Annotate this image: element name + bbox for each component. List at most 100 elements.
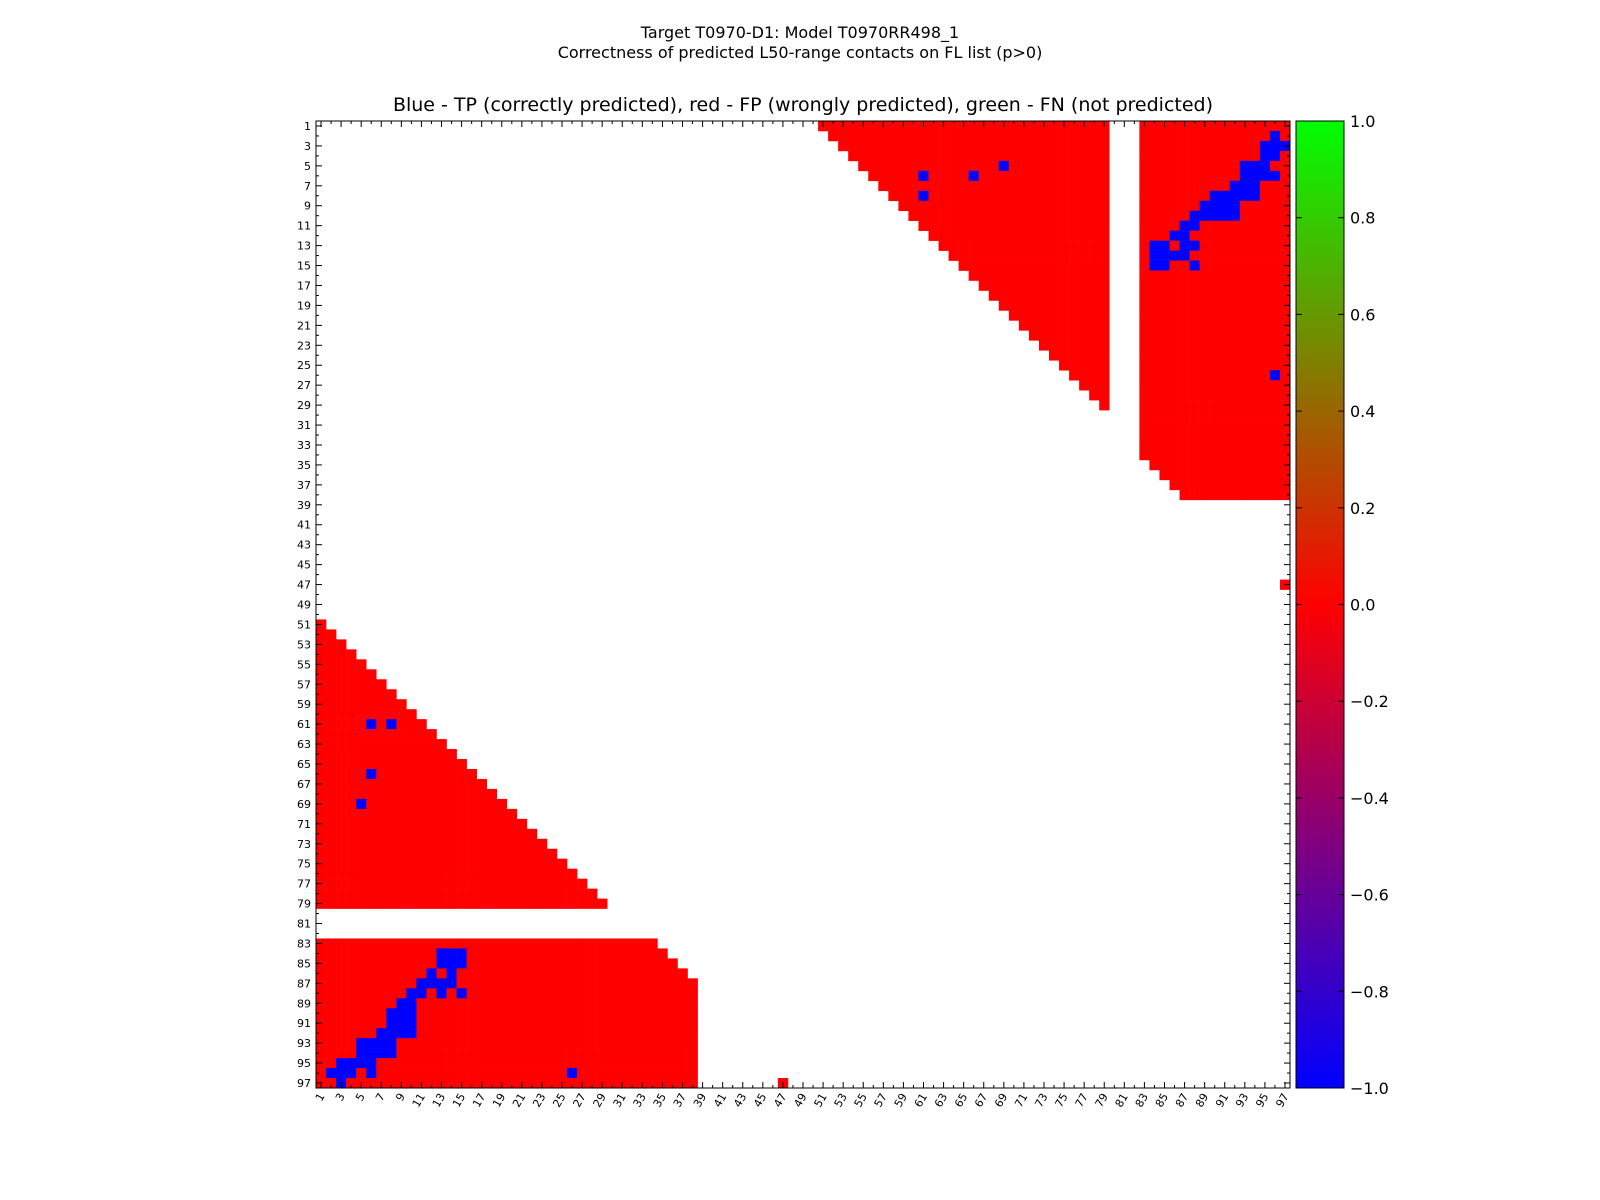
fp-cell bbox=[516, 898, 528, 909]
fp-cell bbox=[1179, 380, 1190, 391]
fp-cell bbox=[516, 1058, 528, 1069]
fp-cell bbox=[607, 1008, 618, 1019]
tp-cell bbox=[1229, 190, 1241, 202]
fp-cell bbox=[1219, 469, 1231, 481]
fp-cell bbox=[406, 719, 417, 730]
fp-cell bbox=[908, 180, 919, 192]
fp-cell bbox=[637, 1018, 648, 1029]
fp-cell bbox=[687, 1078, 698, 1089]
y-tick-label: 33 bbox=[297, 439, 311, 452]
fp-cell bbox=[1099, 240, 1110, 251]
fp-cell bbox=[567, 938, 578, 949]
fp-cell bbox=[1239, 479, 1251, 491]
fp-cell bbox=[1259, 340, 1271, 351]
fp-cell bbox=[1079, 290, 1090, 301]
tp-cell bbox=[386, 1038, 397, 1049]
y-tick-label: 15 bbox=[297, 260, 311, 273]
fp-cell bbox=[406, 838, 417, 850]
fp-cell bbox=[1169, 150, 1180, 162]
fp-cell bbox=[1259, 320, 1271, 331]
fp-cell bbox=[1099, 170, 1110, 182]
fp-cell bbox=[496, 1068, 508, 1079]
fp-cell bbox=[396, 759, 407, 770]
fp-cell bbox=[1079, 210, 1090, 221]
fp-cell bbox=[1049, 121, 1060, 132]
fp-cell bbox=[617, 998, 628, 1009]
fp-cell bbox=[1159, 340, 1170, 351]
fp-cell bbox=[556, 1008, 568, 1019]
fp-cell bbox=[1139, 290, 1150, 301]
fp-cell bbox=[647, 998, 658, 1009]
fp-cell bbox=[486, 978, 498, 989]
fp-cell bbox=[1279, 350, 1291, 361]
fp-cell bbox=[386, 858, 397, 869]
fp-cell bbox=[356, 998, 367, 1009]
fp-cell bbox=[1169, 320, 1180, 331]
fp-cell bbox=[1249, 360, 1261, 371]
fp-cell bbox=[1028, 160, 1040, 172]
fp-cell bbox=[1189, 350, 1200, 361]
fp-cell bbox=[1018, 300, 1030, 311]
fp-cell bbox=[556, 978, 568, 989]
fp-cell bbox=[1159, 270, 1170, 281]
fp-cell bbox=[516, 1038, 528, 1049]
y-tick-label: 47 bbox=[297, 579, 311, 592]
fp-cell bbox=[386, 968, 397, 979]
fp-cell bbox=[1189, 280, 1200, 291]
fp-cell bbox=[1169, 220, 1180, 231]
fp-cell bbox=[667, 978, 678, 989]
fp-cell bbox=[1269, 270, 1281, 281]
fp-cell bbox=[376, 878, 387, 889]
fp-cell bbox=[496, 1028, 508, 1039]
tp-cell bbox=[406, 998, 417, 1009]
fp-cell bbox=[426, 778, 437, 790]
fp-cell bbox=[1219, 250, 1231, 261]
fp-cell bbox=[1189, 400, 1200, 411]
fp-cell bbox=[978, 250, 990, 261]
fp-cell bbox=[657, 968, 668, 979]
fp-cell bbox=[446, 878, 457, 889]
fp-cell bbox=[436, 768, 447, 780]
fp-cell bbox=[486, 1008, 498, 1019]
fp-cell bbox=[366, 709, 377, 720]
fp-cell bbox=[1209, 390, 1221, 401]
fp-cell bbox=[1059, 150, 1070, 162]
fp-cell bbox=[406, 828, 417, 840]
fp-cell bbox=[1199, 479, 1210, 491]
fp-cell bbox=[486, 998, 498, 1009]
fp-cell bbox=[386, 1058, 397, 1069]
tp-cell bbox=[1239, 160, 1251, 172]
y-tick-label: 27 bbox=[297, 379, 311, 392]
fp-cell bbox=[1069, 340, 1080, 351]
fp-cell bbox=[978, 230, 990, 241]
fp-cell bbox=[416, 968, 427, 979]
fp-cell bbox=[526, 878, 538, 889]
fp-cell bbox=[336, 988, 347, 999]
fp-cell bbox=[336, 679, 347, 690]
x-tick-label: 17 bbox=[470, 1091, 488, 1110]
fp-cell bbox=[376, 858, 387, 869]
fp-cell bbox=[597, 988, 608, 999]
fp-cell bbox=[938, 200, 949, 212]
fp-cell bbox=[1169, 280, 1180, 291]
fp-cell bbox=[1269, 121, 1281, 132]
fp-cell bbox=[516, 1018, 528, 1029]
fp-cell bbox=[958, 190, 969, 202]
fp-cell bbox=[1219, 340, 1231, 351]
fp-cell bbox=[687, 998, 698, 1009]
fp-cell bbox=[316, 1068, 327, 1079]
fp-cell bbox=[647, 1078, 658, 1089]
fp-cell bbox=[1249, 200, 1261, 212]
fp-cell bbox=[828, 130, 839, 142]
fp-cell bbox=[1249, 290, 1261, 301]
fp-cell bbox=[918, 180, 929, 192]
fp-cell bbox=[848, 150, 859, 162]
fp-cell bbox=[597, 1038, 608, 1049]
x-tick-label: 15 bbox=[450, 1091, 468, 1110]
fp-cell bbox=[948, 121, 959, 132]
fp-cell bbox=[667, 998, 678, 1009]
fp-cell bbox=[1149, 370, 1160, 381]
fp-cell bbox=[346, 948, 357, 959]
fp-cell bbox=[988, 140, 1000, 152]
fp-cell bbox=[506, 1068, 518, 1079]
